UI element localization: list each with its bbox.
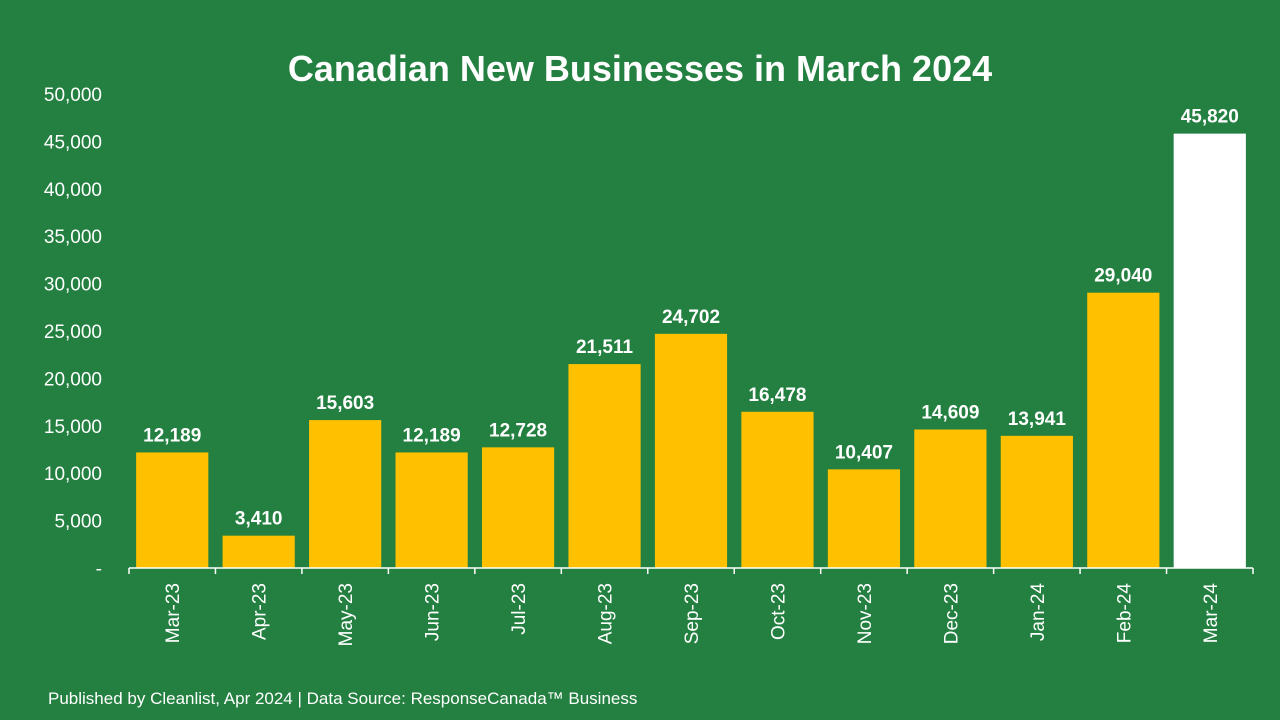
y-tick-label: 20,000 [44,369,102,390]
x-tick-label: Nov-23 [855,583,876,644]
bar-apr-23 [222,535,295,568]
bar-nov-23 [827,469,901,568]
x-tick-label: May-23 [336,583,357,646]
y-tick-label: 40,000 [44,180,102,201]
x-tick-label: Jun-23 [423,583,444,641]
y-tick-label: 25,000 [44,322,102,343]
x-axis: Mar-23 Apr-23 May-23 Jun-23 Jul-23 Aug-23 Sep-… [128,567,1254,646]
data-label: 29,040 [1094,266,1152,287]
bar-jul-23 [481,447,555,568]
bar-jan-24 [1000,435,1073,568]
y-tick-label: 35,000 [44,227,102,248]
bars [136,133,1246,568]
data-label: 13,941 [1008,409,1067,430]
data-label: 21,511 [576,337,633,358]
x-tick-label: Apr-23 [250,583,271,640]
bar-mar-24 [1173,133,1246,568]
data-label: 12,728 [489,420,547,441]
data-label: 12,189 [143,425,201,446]
data-label: 24,702 [662,307,720,328]
bar-dec-23 [914,429,987,568]
x-tick-label: Aug-23 [596,583,617,644]
x-tick-label: Jul-23 [509,583,530,635]
x-tick-label: Jan-24 [1028,583,1049,642]
bar-sep-23 [654,333,728,568]
x-tick-label: Mar-23 [163,583,184,643]
bar-may-23 [309,420,382,568]
bar-mar-23 [136,452,209,568]
y-tick-label: 30,000 [44,275,102,296]
data-label: 10,407 [835,442,893,463]
y-tick-label: 45,000 [44,132,102,153]
x-tick-label: Dec-23 [941,583,962,644]
y-tick-label: - [96,559,102,580]
bar-oct-23 [741,411,814,568]
x-tick-label: Oct-23 [768,583,789,640]
data-label: 14,609 [921,403,979,424]
x-tick-label: Mar-24 [1201,583,1222,644]
bar-feb-24 [1087,292,1160,568]
y-tick-label: 5,000 [54,512,102,533]
data-label: 16,478 [748,385,806,406]
y-axis: - 5,000 10,000 15,000 20,000 25,000 30,000 35,0… [44,85,102,580]
y-tick-label: 10,000 [44,464,102,485]
x-tick-label: Feb-24 [1114,583,1135,644]
x-tick-label: Sep-23 [682,583,703,644]
chart-title: Canadian New Businesses in March 2024 [287,48,993,89]
bar-jun-23 [395,452,468,568]
y-tick-label: 15,000 [44,417,102,438]
footer-source: Published by Cleanlist, Apr 2024 | Data … [48,689,638,708]
data-label: 12,189 [403,425,461,446]
data-label: 15,603 [316,393,374,414]
data-labels: 12,189 3,410 15,603 12,189 12,728 21,511 24,70… [143,107,1239,530]
bar-aug-23 [568,364,641,568]
data-label: 3,410 [235,509,283,530]
y-tick-label: 50,000 [44,85,102,106]
data-label: 45,820 [1181,107,1239,128]
